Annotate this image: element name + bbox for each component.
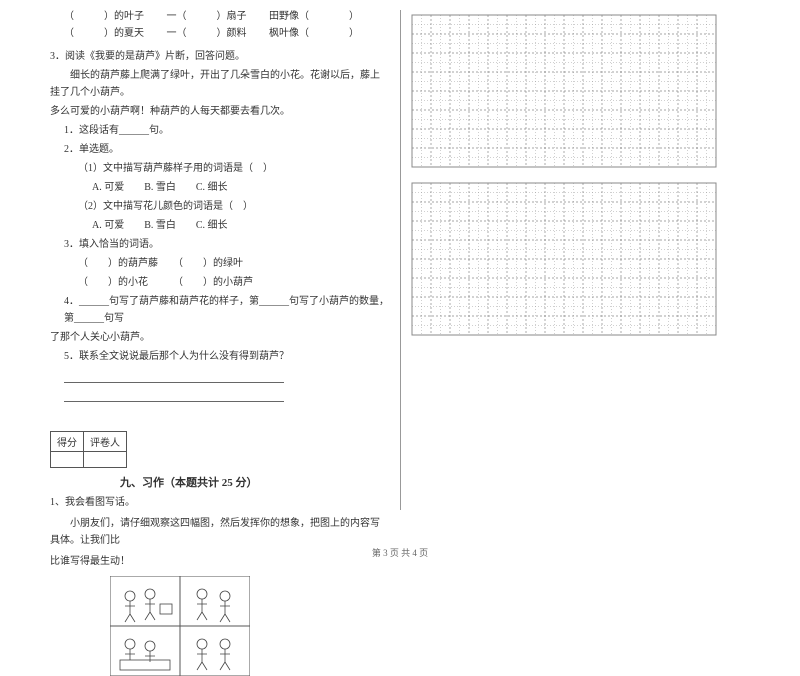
answer-line-2 (50, 386, 390, 405)
fill-2b: 一（ ）颜料 (167, 28, 247, 39)
page-container: （ ）的叶子 一（ ）扇子 田野像（ ） （ ）的夏天 一（ ）颜料 枫叶像（ … (0, 0, 800, 520)
q3-title: 3．阅读《我要的是葫芦》片断，回答问题。 (50, 48, 390, 65)
q3-sub3-a: （ ）的葫芦藤 （ ）的绿叶 (50, 255, 390, 272)
q3-sub2-1-opts: A. 可爱 B. 雪白 C. 细长 (50, 179, 390, 196)
q3-passage-2: 多么可爱的小葫芦啊！种葫芦的人每天都要去看几次。 (50, 103, 390, 120)
score-cell-grader: 评卷人 (84, 432, 127, 452)
writing-grid-1 (411, 14, 751, 168)
story-image (110, 576, 390, 676)
score-empty-1 (51, 452, 84, 468)
q3-sub5: 5．联系全文说说最后那个人为什么没有得到葫芦？ (50, 348, 390, 365)
writing-instr: 小朋友们，请仔细观察这四幅图，然后发挥你的想象，把图上的内容写具体。让我们比 (50, 515, 390, 549)
writing-grid-2 (411, 182, 751, 336)
score-table: 得分 评卷人 (50, 431, 127, 468)
q3-sub2-2-opts: A. 可爱 B. 雪白 C. 细长 (50, 217, 390, 234)
q3-sub2-2: （2）文中描写花儿颜色的词语是（ ） (50, 198, 390, 215)
q3-sub3: 3．填入恰当的词语。 (50, 236, 390, 253)
q3-sub4: 4．______句写了葫芦藤和葫芦花的样子，第______句写了小葫芦的数量，第… (50, 293, 390, 327)
section-9-title: 九、习作（本题共计 25 分） (120, 474, 390, 490)
fill-1c: 田野像（ ） (269, 11, 359, 22)
fill-2a: （ ）的夏天 (64, 28, 144, 39)
writing-q1: 1、我会看图写话。 (50, 494, 390, 511)
answer-line-1 (50, 367, 390, 386)
fill-row-2: （ ）的夏天 一（ ）颜料 枫叶像（ ） (50, 25, 390, 42)
q3-sub2: 2．单选题。 (50, 141, 390, 158)
q3-sub1: 1．这段话有______句。 (50, 122, 390, 139)
score-cell-score: 得分 (51, 432, 84, 452)
fill-1a: （ ）的叶子 (64, 11, 144, 22)
score-empty-2 (84, 452, 127, 468)
q3-sub3-b: （ ）的小花 （ ）的小葫芦 (50, 274, 390, 291)
fill-row-1: （ ）的叶子 一（ ）扇子 田野像（ ） (50, 8, 390, 25)
q3-passage-1: 细长的葫芦藤上爬满了绿叶，开出了几朵雪白的小花。花谢以后，藤上挂了几个小葫芦。 (50, 67, 390, 101)
q3-sub2-1: （1）文中描写葫芦藤样子用的词语是（ ） (50, 160, 390, 177)
page-footer: 第 3 页 共 4 页 (0, 546, 800, 559)
fill-1b: 一（ ）扇子 (167, 11, 247, 22)
q3-sub4b: 了那个人关心小葫芦。 (50, 329, 390, 346)
right-column (401, 0, 761, 520)
writing-grid-area (411, 14, 751, 336)
fill-2c: 枫叶像（ ） (269, 28, 359, 39)
left-column: （ ）的叶子 一（ ）扇子 田野像（ ） （ ）的夏天 一（ ）颜料 枫叶像（ … (40, 0, 400, 520)
